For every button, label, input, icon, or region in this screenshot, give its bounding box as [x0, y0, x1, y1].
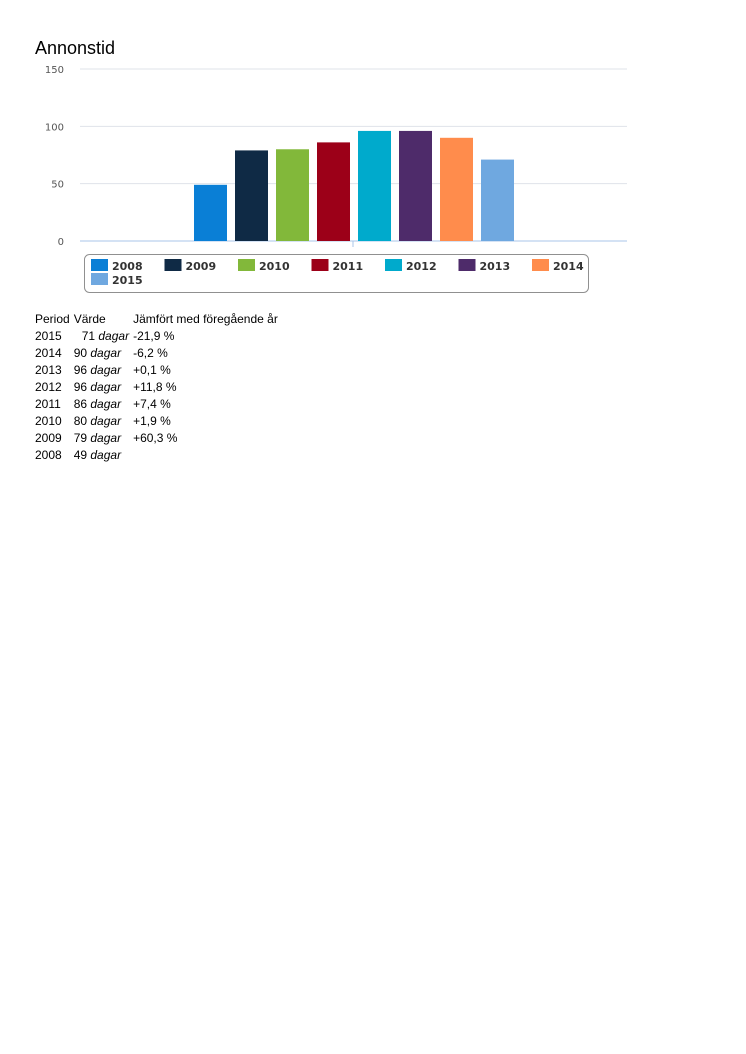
- header-value: Värde: [73, 312, 106, 326]
- legend-swatch-2010: [238, 259, 255, 271]
- bar-2014: [440, 137, 473, 241]
- legend-label-2009: 2009: [186, 260, 217, 273]
- legend-label-2010: 2010: [259, 260, 290, 273]
- change-cell: +11,8 %: [133, 380, 177, 394]
- legend-label-2014: 2014: [553, 260, 584, 273]
- table-row: 2012 96 dagar +11,8 %: [35, 379, 282, 396]
- period-cell: 2013: [35, 363, 62, 377]
- value-cell: 79 dagar: [74, 430, 133, 447]
- bar-chart: 0 50 100 150 2008 2009 2010 2011 2012 2013 2014 201…: [45, 65, 627, 293]
- value-cell: 96 dagar: [74, 362, 133, 379]
- period-cell: 2011: [35, 397, 61, 411]
- bar-2013: [399, 130, 432, 241]
- legend-label-2011: 2011: [333, 260, 364, 273]
- value-number: 96: [73, 363, 91, 377]
- table-row: 2015 71 dagar -21,9 %: [35, 328, 282, 345]
- page-title: Annonstid: [35, 38, 116, 58]
- value-unit: dagar: [90, 363, 122, 377]
- change-cell: [133, 447, 282, 464]
- bar-2009: [235, 150, 268, 241]
- legend-swatch-2009: [164, 259, 182, 271]
- value-unit: dagar: [90, 380, 122, 394]
- y-tick-label: 0: [58, 237, 64, 248]
- value-unit: dagar: [98, 329, 130, 343]
- value-cell: 80 dagar: [74, 413, 133, 430]
- summary-table: Period Värde Jämfört med föregående år 2…: [35, 311, 282, 464]
- change-cell: -21,9 %: [133, 329, 175, 343]
- bar-2012: [358, 130, 391, 241]
- value-cell: 90 dagar: [74, 345, 133, 362]
- period-cell: 2008: [35, 448, 62, 462]
- table-row: 2008 49 dagar: [35, 447, 282, 464]
- y-tick-label: 50: [51, 180, 64, 191]
- legend-swatch-2014: [532, 259, 549, 271]
- table-header-row: Period Värde Jämfört med föregående år: [35, 311, 282, 328]
- header-change: Jämfört med föregående år: [133, 312, 278, 326]
- value-number: 80: [73, 414, 91, 428]
- table-row: 2010 80 dagar +1,9 %: [35, 413, 282, 430]
- table-row: 2011 86 dagar +7,4 %: [35, 396, 282, 413]
- legend-label-2008: 2008: [112, 260, 143, 273]
- y-tick-label: 150: [45, 65, 64, 76]
- table-row: 2014 90 dagar -6,2 %: [35, 345, 282, 362]
- value-number: 96: [73, 380, 91, 394]
- bar-2011: [317, 142, 350, 241]
- change-cell: +7,4 %: [133, 397, 171, 411]
- change-cell: +1,9 %: [133, 414, 171, 428]
- value-cell: 49 dagar: [74, 447, 133, 464]
- header-period: Period: [35, 312, 70, 326]
- value-unit: dagar: [90, 346, 122, 360]
- value-unit: dagar: [90, 431, 122, 445]
- period-cell: 2009: [35, 431, 62, 445]
- legend-label-2013: 2013: [480, 260, 511, 273]
- table-row: 2009 79 dagar +60,3 %: [35, 430, 282, 447]
- legend-label-2012: 2012: [406, 260, 437, 273]
- value-number: 90: [73, 346, 91, 360]
- change-cell: +0,1 %: [133, 363, 171, 377]
- value-unit: dagar: [90, 414, 122, 428]
- legend-swatch-2015: [91, 273, 108, 285]
- value-unit: dagar: [90, 397, 122, 411]
- legend-swatch-2008: [91, 259, 108, 271]
- value-cell: 71 dagar: [74, 328, 133, 345]
- legend-swatch-2011: [311, 259, 329, 271]
- legend-swatch-2012: [385, 259, 402, 271]
- change-cell: -6,2 %: [133, 346, 168, 360]
- value-number: 79: [73, 431, 91, 445]
- value-number: 86: [73, 397, 91, 411]
- period-cell: 2010: [35, 414, 62, 428]
- value-cell: 86 dagar: [74, 396, 133, 413]
- bar-2015: [481, 159, 514, 241]
- bar-2010: [276, 149, 309, 241]
- change-cell: +60,3 %: [133, 431, 178, 445]
- table-row: 2013 96 dagar +0,1 %: [35, 362, 282, 379]
- legend-swatch-2013: [458, 259, 476, 271]
- period-cell: 2014: [35, 346, 62, 360]
- y-tick-label: 100: [45, 122, 64, 133]
- bar-2008: [194, 184, 227, 241]
- legend-label-2015: 2015: [112, 274, 143, 287]
- period-cell: 2015: [35, 329, 62, 343]
- value-number: 71: [81, 329, 99, 343]
- value-number: 49: [73, 448, 91, 462]
- period-cell: 2012: [35, 380, 62, 394]
- value-cell: 96 dagar: [74, 379, 133, 396]
- value-unit: dagar: [90, 448, 122, 462]
